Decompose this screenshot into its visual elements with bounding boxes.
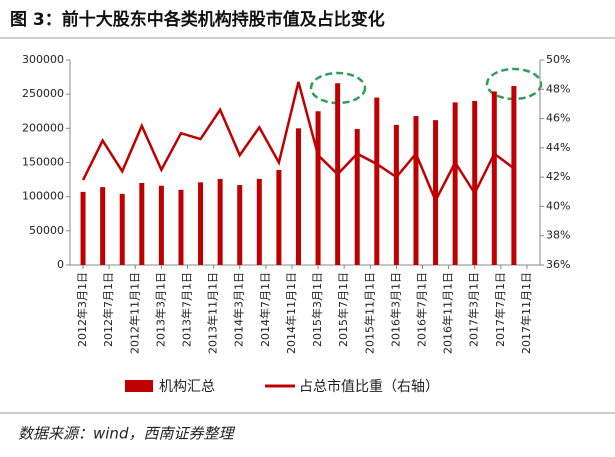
bar (276, 170, 282, 265)
y-tick-label: 0 (57, 258, 64, 271)
y-tick-label: 50000 (29, 224, 64, 237)
y2-tick-label: 48% (546, 82, 570, 95)
chart-title: 图 3：前十大股东中各类机构持股市值及占比变化 (10, 9, 385, 30)
bar (158, 185, 164, 265)
bar (511, 85, 517, 265)
bar (354, 129, 360, 265)
x-tick-label: 2014年3月1日 (232, 272, 246, 347)
y2-tick-label: 38% (546, 229, 570, 242)
x-tick-label: 2012年3月1日 (75, 272, 89, 347)
bar (178, 189, 184, 265)
x-tick-label: 2017年11月1日 (519, 272, 533, 354)
x-tick-label: 2012年11月1日 (127, 272, 141, 354)
bar (295, 128, 301, 265)
bar (139, 183, 145, 265)
bar (119, 193, 125, 265)
y-tick-label: 300000 (22, 53, 64, 66)
x-tick-label: 2016年11月1日 (441, 272, 455, 354)
y2-tick-label: 44% (546, 141, 570, 154)
x-tick-label: 2012年7月1日 (101, 272, 115, 347)
bar (237, 185, 243, 265)
x-tick-label: 2013年11月1日 (206, 272, 220, 354)
y2-tick-label: 50% (546, 53, 570, 66)
y2-tick-label: 42% (546, 170, 570, 183)
x-tick-label: 2014年11月1日 (284, 272, 298, 354)
y2-tick-label: 40% (546, 199, 570, 212)
bar (217, 178, 223, 265)
y-tick-label: 200000 (22, 121, 64, 134)
x-tick-label: 2017年3月1日 (467, 272, 481, 347)
x-tick-label: 2016年3月1日 (388, 272, 402, 347)
legend-label: 机构汇总 (159, 379, 215, 395)
x-tick-label: 2013年7月1日 (180, 272, 194, 347)
x-tick-label: 2015年11月1日 (362, 272, 376, 354)
y2-tick-label: 46% (546, 112, 570, 125)
bar (100, 187, 106, 265)
line (81, 81, 515, 204)
bar (80, 191, 86, 265)
bar (315, 111, 321, 265)
x-tick-label: 2015年7月1日 (336, 272, 350, 347)
y-tick-label: 100000 (22, 190, 64, 203)
x-tick-label: 2015年3月1日 (310, 272, 324, 347)
bar (374, 97, 380, 265)
bar (393, 124, 399, 266)
bar (198, 182, 204, 265)
y-tick-label: 250000 (22, 87, 64, 100)
legend-swatch (125, 380, 153, 392)
x-tick-label: 2016年7月1日 (415, 272, 429, 347)
x-tick-label: 2017年7月1日 (493, 272, 507, 347)
legend-label: 占总市值比重（右轴） (299, 378, 439, 395)
source: 数据来源：wind，西南证券整理 (18, 425, 235, 443)
bar (413, 116, 419, 266)
bar (491, 91, 497, 265)
bar (472, 101, 478, 265)
x-tick-label: 2013年3月1日 (153, 272, 167, 347)
y2-tick-label: 36% (546, 258, 570, 271)
bar (256, 178, 262, 265)
y-tick-label: 150000 (22, 156, 64, 169)
bar (433, 120, 439, 265)
x-tick-label: 2014年7月1日 (258, 272, 272, 347)
bar (452, 102, 458, 265)
